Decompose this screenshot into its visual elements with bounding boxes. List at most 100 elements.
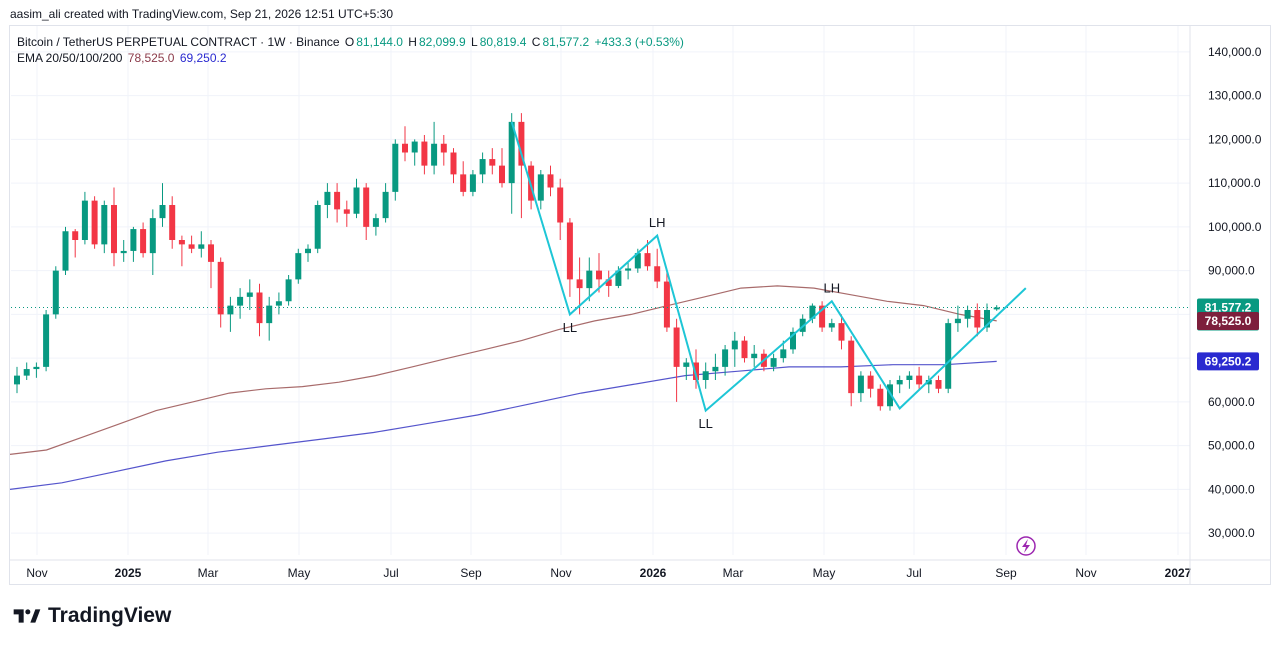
candle-body	[644, 253, 651, 267]
candle-body	[499, 165, 505, 184]
candle-body	[518, 121, 525, 166]
candle-body	[217, 261, 224, 315]
ema-badge-1-text: 78,525.0	[1205, 314, 1252, 328]
candle-body	[537, 174, 544, 201]
candle-body	[334, 191, 341, 210]
candle-body	[227, 305, 234, 315]
candle-body	[896, 380, 903, 385]
x-tick-label: Nov	[550, 566, 571, 580]
open-label: O	[344, 35, 355, 49]
candle-body	[469, 174, 476, 192]
candle-body	[198, 244, 205, 249]
candle-body	[353, 187, 360, 214]
candle-body	[421, 141, 428, 166]
candle-body	[731, 340, 738, 350]
candle-body	[295, 253, 302, 280]
candle-body	[828, 323, 835, 328]
ema-value-2: 69,250.2	[179, 51, 227, 65]
candle-body	[683, 362, 690, 367]
close-label: C	[531, 35, 541, 49]
lightning-icon	[1016, 536, 1036, 556]
candle-body	[169, 205, 176, 240]
candle-body	[33, 366, 40, 370]
pattern-annotation: LL	[698, 416, 712, 431]
lightning-bolt-icon	[1022, 539, 1030, 553]
ema-badge-2-text: 69,250.2	[1205, 354, 1252, 368]
candle-body	[460, 174, 467, 192]
candle-body	[440, 143, 447, 153]
ema-line-1	[9, 285, 997, 455]
candle-body	[324, 191, 331, 205]
candle-body	[314, 205, 321, 249]
candle-body	[605, 279, 612, 286]
ema-label: EMA 20/50/100/200	[17, 51, 123, 65]
y-tick-label: 50,000.0	[1208, 439, 1255, 453]
candle-body	[780, 349, 787, 359]
candle-body	[673, 327, 680, 367]
candle-body	[625, 268, 632, 271]
candle-body	[149, 218, 156, 254]
candle-body	[237, 296, 244, 306]
candle-body	[120, 250, 127, 254]
ohlc-legend: Bitcoin / TetherUS PERPETUAL CONTRACT · …	[17, 35, 686, 49]
candle-body	[52, 270, 59, 315]
ema-badge-2-bg	[1197, 352, 1259, 371]
candle-body	[702, 371, 709, 380]
candle-body	[615, 270, 622, 286]
ema-legend: EMA 20/50/100/200 78,525.0 69,250.2	[17, 51, 229, 65]
candle-body	[857, 375, 864, 394]
candle-body	[275, 301, 282, 306]
candle-body	[402, 143, 408, 153]
candle-body	[305, 248, 311, 254]
x-tick-label: 2025	[115, 566, 142, 580]
x-tick-label: Mar	[723, 566, 744, 580]
candle-body	[751, 353, 758, 359]
candle-body	[722, 349, 729, 367]
candle-body	[887, 384, 893, 407]
ema-line-2	[9, 360, 997, 490]
y-tick-label: 130,000.0	[1208, 89, 1262, 103]
ema-badge-1-bg	[1197, 311, 1259, 330]
pattern-zigzag-line	[510, 121, 1027, 413]
candle-body	[984, 310, 990, 328]
candle-body	[819, 305, 826, 328]
y-tick-label: 90,000.0	[1208, 264, 1255, 278]
high-value: 82,099.9	[418, 35, 466, 49]
candle-body	[925, 380, 932, 385]
candle-body	[411, 141, 418, 153]
candle-body	[596, 270, 602, 280]
candle-body	[479, 159, 486, 175]
candle-body	[489, 159, 496, 166]
y-tick-label: 100,000.0	[1208, 220, 1262, 234]
candle-body	[916, 375, 923, 385]
candle-body	[382, 191, 389, 219]
candle-body	[557, 187, 564, 223]
candle-body	[877, 388, 884, 407]
candle-body	[130, 229, 137, 251]
candle-body	[81, 200, 88, 240]
x-tick-label: 2026	[640, 566, 667, 580]
x-tick-label: Sep	[460, 566, 482, 580]
candle-body	[848, 340, 855, 394]
chart-credit: aasim_ali created with TradingView.com, …	[10, 7, 394, 21]
candle-body	[547, 174, 554, 188]
brand-name: TradingView	[48, 604, 172, 627]
x-tick-label: May	[813, 566, 836, 580]
ema-value-1: 78,525.0	[127, 51, 175, 65]
y-tick-label: 60,000.0	[1208, 395, 1255, 409]
candle-body	[712, 366, 719, 372]
candle-body	[838, 323, 845, 341]
candle-body	[14, 375, 20, 385]
candle-body	[111, 205, 117, 254]
candle-body	[867, 375, 874, 389]
x-tick-label: Jul	[906, 566, 921, 580]
candle-body	[964, 310, 971, 319]
candle-body	[586, 270, 593, 289]
candle-body	[178, 240, 185, 245]
candle-body	[566, 222, 573, 280]
candle-body	[508, 121, 515, 184]
candle-body	[159, 205, 166, 219]
candle-body	[140, 229, 147, 254]
candle-body	[663, 281, 670, 328]
